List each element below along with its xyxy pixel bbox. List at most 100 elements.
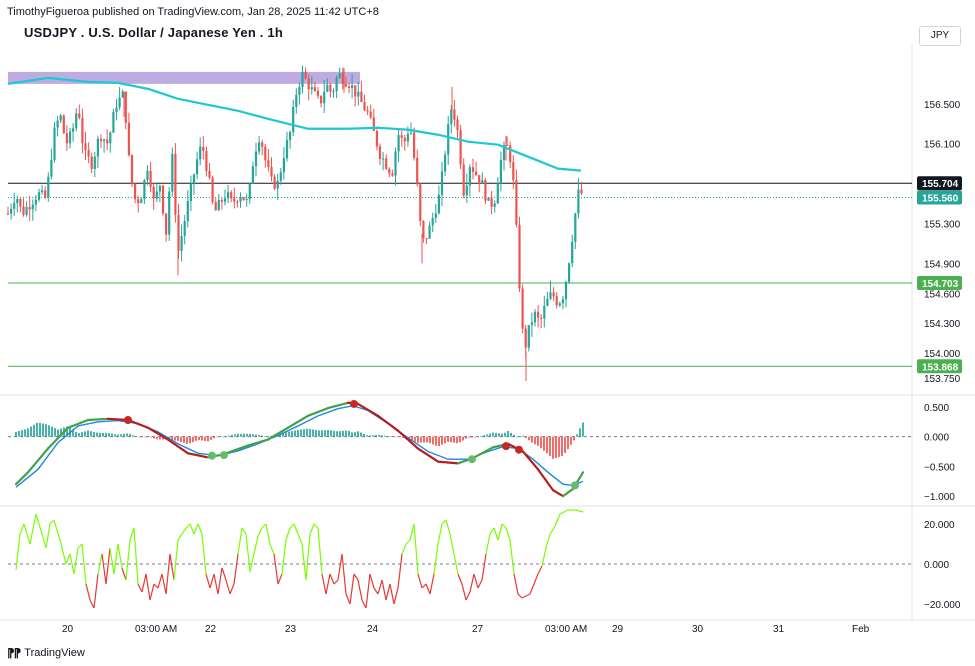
macd-tick-label: −1.000 [924, 492, 955, 503]
published-byline: TimothyFigueroa published on TradingView… [7, 6, 379, 18]
candle-body [313, 87, 316, 91]
macd-histogram-bar [489, 433, 491, 437]
macd-histogram-bar [243, 433, 245, 437]
candle-body [577, 189, 580, 214]
macd-histogram-bar [291, 431, 293, 437]
candle-down [134, 182, 137, 204]
macd-histogram-bar [501, 433, 503, 437]
macd-histogram-bar [552, 436, 554, 459]
candle-down [537, 305, 540, 328]
macd-histogram-bar [579, 428, 581, 437]
candle-down [400, 130, 403, 147]
candle-up [183, 215, 186, 245]
oscillator-segment [489, 527, 495, 535]
macd-histogram-bar [207, 436, 209, 442]
candle-up [285, 131, 289, 162]
candle-up [56, 115, 59, 137]
candle-down [363, 94, 366, 112]
macd-histogram-bar [543, 436, 545, 451]
macd-histogram-bar [42, 423, 44, 437]
macd-line-segment [356, 402, 380, 417]
oscillator-segment [425, 583, 431, 595]
macd-histogram-bar [114, 434, 116, 437]
symbol-title[interactable]: USDJPY . U.S. Dollar / Japanese Yen . 1h [24, 25, 283, 40]
oscillator-segment [193, 523, 199, 535]
candle-body [326, 84, 329, 92]
macd-histogram-bar [432, 436, 434, 445]
candle-up [217, 193, 220, 211]
candle-down [375, 129, 378, 151]
currency-button[interactable]: JPY [919, 26, 961, 46]
price-panel[interactable] [6, 65, 912, 382]
oscillator-panel[interactable] [8, 509, 912, 609]
candle-body [403, 137, 406, 142]
candle-body [320, 95, 323, 104]
macd-histogram-bar [21, 430, 23, 437]
candle-up [527, 325, 530, 352]
oscillator-segment [333, 579, 339, 585]
macd-histogram-bar [57, 429, 59, 437]
macd-line-segment [306, 407, 330, 417]
candle-down [84, 132, 87, 161]
oscillator-segment [221, 567, 227, 581]
oscillator-segment [457, 573, 463, 585]
candle-body [574, 213, 577, 242]
candle-body [537, 311, 540, 318]
candle-body [493, 203, 496, 207]
candle-body [462, 164, 465, 196]
oscillator-segment [397, 553, 403, 589]
macd-histogram-bar [105, 432, 107, 437]
candle-up [34, 194, 37, 212]
candle-up [409, 122, 413, 135]
candle-down [44, 186, 47, 200]
macd-histogram-bar [54, 428, 56, 437]
footer-brand[interactable]: ⁋⁋ TradingView [7, 646, 85, 660]
candle-body [506, 144, 509, 146]
candle-down [475, 161, 478, 177]
cross-up-dot [571, 481, 579, 490]
candle-body [202, 146, 205, 151]
macd-histogram-bar [18, 431, 20, 437]
candle-body [99, 138, 103, 141]
price-tick-label: 156.500 [924, 100, 961, 111]
candle-body [394, 151, 397, 176]
candle-body [502, 144, 506, 160]
macd-histogram-bar [468, 436, 470, 438]
oscillator-segment [429, 573, 435, 595]
oscillator-segment [129, 527, 135, 541]
candle-down [307, 74, 310, 101]
candle-up [180, 224, 183, 262]
oscillator-segment [181, 527, 187, 535]
oscillator-segment [361, 599, 367, 609]
candle-body [189, 183, 192, 202]
macd-histogram-bar [486, 434, 488, 437]
oscillator-segment [417, 573, 423, 589]
macd-histogram-bar [474, 436, 476, 438]
candle-body [289, 132, 292, 141]
macd-histogram-bar [246, 433, 248, 437]
candle-up [16, 195, 19, 213]
macd-histogram-bar [234, 434, 236, 437]
candle-body [298, 87, 301, 95]
macd-panel[interactable] [8, 399, 912, 498]
candle-up [546, 291, 549, 307]
candle-body [121, 91, 124, 98]
macd-histogram-bar [522, 435, 524, 437]
macd-histogram-bar [30, 426, 32, 437]
candle-body [103, 139, 106, 141]
candle-body [217, 200, 220, 211]
macd-histogram-bar [216, 436, 218, 438]
candle-body [270, 167, 273, 177]
candle-body [6, 213, 10, 215]
oscillator-segment [373, 587, 379, 595]
candle-up [96, 135, 99, 169]
macd-line-segment [521, 450, 540, 471]
oscillator-segment [473, 573, 479, 589]
oscillator-segment [501, 523, 507, 529]
oscillator-segment [81, 543, 87, 585]
macd-histogram-bar [60, 428, 62, 437]
macd-histogram-bar [462, 436, 464, 441]
candle-down [471, 158, 475, 180]
macd-histogram-bar [96, 432, 98, 437]
